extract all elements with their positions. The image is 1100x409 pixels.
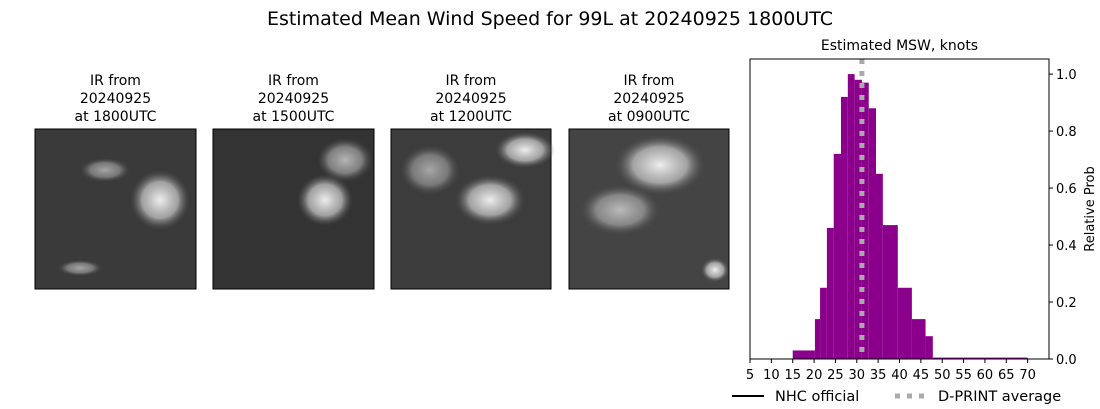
x-tick-label: 5: [746, 368, 754, 383]
panel-label: IR from: [624, 73, 675, 89]
bar: [876, 173, 883, 359]
bar: [897, 287, 912, 359]
y-tick-label: 0.2: [1056, 296, 1077, 311]
y-tick-label: 0.6: [1056, 182, 1077, 197]
ir-image: [212, 128, 375, 290]
bar: [854, 79, 862, 359]
bar: [833, 153, 841, 359]
y-axis-label: Relative Prob: [1083, 166, 1098, 251]
bar: [820, 287, 827, 359]
panel-label: at 0900UTC: [608, 109, 690, 125]
bar: [847, 74, 855, 359]
x-tick-label: 55: [955, 368, 972, 383]
bar: [932, 357, 1028, 359]
x-tick-label: 65: [998, 368, 1015, 383]
x-tick-label: 15: [784, 368, 801, 383]
x-tick-label: 50: [934, 368, 951, 383]
chart-title: Estimated MSW, knots: [821, 38, 978, 54]
panel-label: 20240925: [435, 91, 506, 107]
bar: [840, 96, 848, 360]
x-tick-label: 25: [827, 368, 844, 383]
x-tick-label: 45: [913, 368, 930, 383]
x-tick-label: 35: [870, 368, 887, 383]
y-tick-label: 0.8: [1056, 125, 1077, 140]
legend-label: D-PRINT average: [938, 389, 1061, 405]
panel-label: IR from: [268, 73, 319, 89]
bar: [925, 336, 933, 359]
ir-image: [568, 128, 730, 290]
panel-label: at 1200UTC: [430, 109, 512, 125]
x-tick-label: 30: [849, 368, 866, 383]
figure-title: Estimated Mean Wind Speed for 99L at 202…: [267, 8, 833, 30]
panel-label: 20240925: [80, 91, 151, 107]
panel-label: IR from: [90, 73, 141, 89]
x-tick-label: 20: [806, 368, 823, 383]
bar: [861, 82, 869, 359]
y-tick-label: 1.0: [1056, 68, 1077, 83]
y-tick-label: 0.0: [1056, 353, 1077, 368]
x-tick-label: 40: [891, 368, 908, 383]
x-tick-label: 70: [1019, 368, 1036, 383]
panel-label: IR from: [446, 73, 497, 89]
x-tick-label: 60: [977, 368, 994, 383]
legend-label: NHC official: [775, 389, 859, 405]
panel-label: at 1500UTC: [253, 109, 335, 125]
bar: [882, 225, 898, 359]
bar: [868, 108, 877, 359]
bar: [826, 227, 834, 359]
y-tick-label: 0.4: [1056, 239, 1077, 254]
bar: [814, 319, 821, 359]
ir-image: [34, 128, 197, 290]
panel-label: at 1800UTC: [75, 109, 157, 125]
panel-label: 20240925: [258, 91, 329, 107]
ir-image: [390, 128, 555, 290]
panel-label: 20240925: [613, 91, 684, 107]
bar: [792, 350, 815, 359]
x-tick-label: 10: [763, 368, 780, 383]
bar: [911, 319, 926, 359]
